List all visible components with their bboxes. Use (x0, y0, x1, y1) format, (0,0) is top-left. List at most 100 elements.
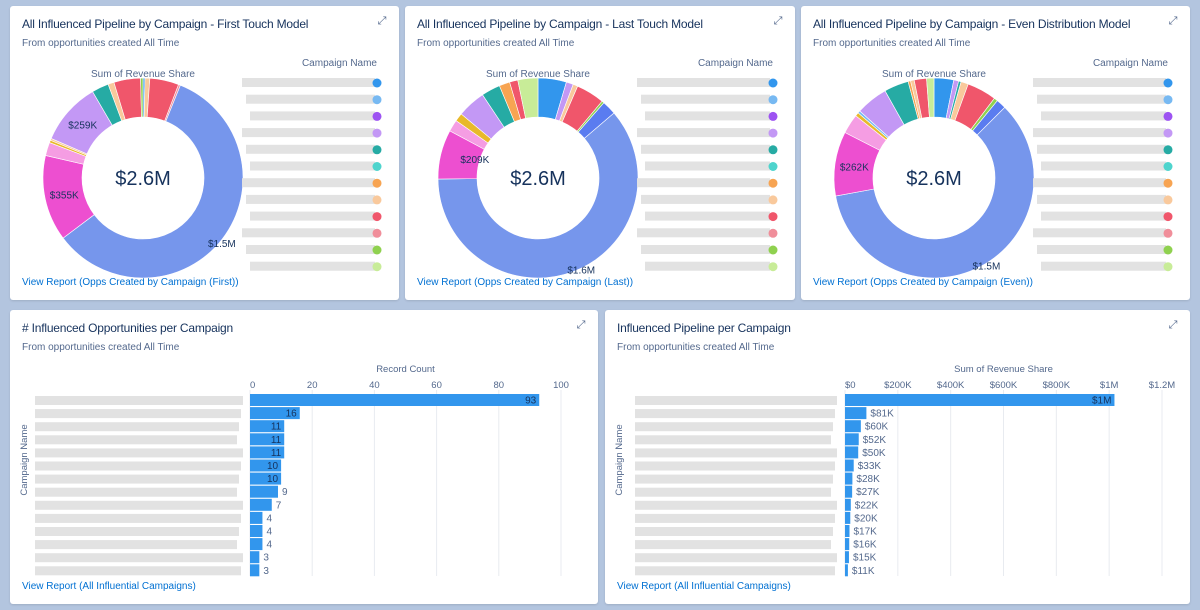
view-report-link[interactable]: View Report (Opps Created by Campaign (F… (22, 277, 239, 288)
bar (845, 498, 851, 511)
bar (845, 472, 853, 485)
campaign-name-redacted (635, 500, 837, 510)
x-axis-title: Sum of Revenue Share (954, 364, 1053, 375)
bar (250, 511, 263, 524)
bar-value-label: 11 (271, 435, 282, 446)
campaign-name-redacted (645, 111, 770, 121)
campaign-name-redacted (635, 566, 835, 576)
legend-color-dot (372, 95, 382, 105)
bar (250, 498, 272, 511)
campaign-name-redacted (250, 211, 375, 221)
donut-slice (926, 77, 935, 118)
bar (250, 407, 300, 420)
legend-color-dot (1163, 128, 1173, 138)
chart: Sum of Revenue Share $1.6M $209K $2.6M Campa… (437, 58, 778, 279)
expand-icon[interactable]: ⤢ (1168, 319, 1178, 331)
donut-slice (62, 84, 244, 279)
bar (845, 420, 861, 433)
slice-label: $355K (50, 191, 79, 202)
bar (845, 446, 859, 459)
bar-value-label: $17K (853, 527, 877, 538)
campaign-name-redacted (250, 261, 375, 271)
legend-color-dot (372, 178, 382, 188)
card-subtitle: From opportunities created All Time (22, 342, 180, 353)
chart-title: Sum of Revenue Share (486, 69, 590, 80)
legend-color-dot (1163, 111, 1173, 121)
campaign-name-redacted (1037, 144, 1166, 154)
card-opportunities-per-campaign: # Influenced Opportunities per Campaign … (10, 310, 598, 604)
bar-value-label: $11K (852, 566, 875, 577)
legend-color-dot (768, 162, 778, 171)
expand-icon[interactable]: ⤢ (377, 15, 387, 27)
card-first-touch: All Influenced Pipeline by Campaign - Fi… (10, 6, 399, 300)
campaign-name-redacted (35, 461, 241, 471)
campaign-name-redacted (1033, 178, 1166, 188)
campaign-name-redacted (250, 161, 375, 171)
x-tick-label: $800K (1043, 380, 1071, 391)
x-tick-label: $200K (884, 380, 912, 391)
legend-color-dot (372, 228, 382, 238)
slice-label: $1.6M (567, 265, 595, 276)
legend-color-dot (768, 95, 778, 105)
card-last-touch: All Influenced Pipeline by Campaign - La… (405, 6, 795, 300)
view-report-link[interactable]: View Report (Opps Created by Campaign (L… (417, 277, 634, 288)
campaign-name-redacted (1033, 128, 1166, 138)
legend-color-dot (1163, 195, 1173, 205)
x-axis-title: Record Count (376, 364, 435, 375)
card-subtitle: From opportunities created All Time (417, 38, 575, 49)
campaign-name-redacted (1033, 78, 1166, 87)
campaign-name-redacted (635, 409, 835, 419)
card-even-distribution: All Influenced Pipeline by Campaign - Ev… (801, 6, 1190, 300)
card-title: Influenced Pipeline per Campaign (617, 321, 791, 335)
campaign-name-redacted (637, 178, 770, 188)
campaign-name-redacted (635, 553, 837, 563)
bar-value-label: 3 (263, 566, 269, 577)
legend-color-dot (768, 245, 778, 255)
expand-icon[interactable]: ⤢ (773, 15, 783, 27)
campaign-name-redacted (242, 78, 375, 87)
legend-color-dot (768, 178, 778, 188)
x-tick-label: 60 (431, 380, 442, 391)
bar (250, 459, 282, 472)
legend-color-dot (1163, 262, 1173, 272)
campaign-name-redacted (635, 474, 833, 484)
donut-center-total: $2.6M (906, 168, 962, 190)
bar-value-label: $22K (855, 500, 879, 511)
campaign-name-redacted (250, 111, 375, 121)
view-report-link[interactable]: View Report (Opps Created by Campaign (E… (813, 277, 1033, 288)
campaign-name-redacted (635, 422, 833, 432)
campaign-name-redacted (1041, 261, 1166, 271)
bar (845, 551, 849, 564)
legend-color-dot (1163, 95, 1173, 105)
expand-icon[interactable]: ⤢ (576, 319, 586, 331)
x-tick-label: 0 (250, 380, 255, 391)
campaign-name-redacted (645, 211, 770, 221)
slice-label: $209K (460, 155, 489, 166)
legend-color-dot (372, 262, 382, 272)
x-tick-label: 100 (553, 380, 569, 391)
campaign-name-redacted (1037, 94, 1166, 104)
bar (250, 564, 260, 577)
slice-label: $262K (840, 162, 869, 173)
bar-value-label: $50K (862, 448, 886, 459)
bar (845, 459, 854, 472)
expand-icon[interactable]: ⤢ (1168, 15, 1178, 27)
bar-value-label: $52K (863, 435, 887, 446)
campaign-name-redacted (635, 527, 833, 536)
bar-value-label: $20K (854, 513, 878, 524)
campaign-name-redacted (35, 553, 243, 563)
donut-slice (437, 112, 639, 279)
campaign-name-redacted (246, 144, 375, 154)
card-subtitle: From opportunities created All Time (22, 38, 180, 49)
campaign-name-redacted (1041, 111, 1166, 121)
bar (845, 394, 1115, 406)
view-report-link[interactable]: View Report (All Influential Campaigns) (22, 581, 196, 592)
campaign-name-redacted (641, 94, 770, 104)
view-report-link[interactable]: View Report (All Influential Campaigns) (617, 581, 791, 592)
y-axis-title: Campaign Name (19, 424, 30, 495)
bar-value-label: 10 (267, 461, 279, 472)
bar (250, 420, 285, 433)
campaign-name-redacted (35, 474, 239, 484)
bar-value-label: $28K (856, 474, 880, 485)
campaign-name-redacted (645, 161, 770, 171)
